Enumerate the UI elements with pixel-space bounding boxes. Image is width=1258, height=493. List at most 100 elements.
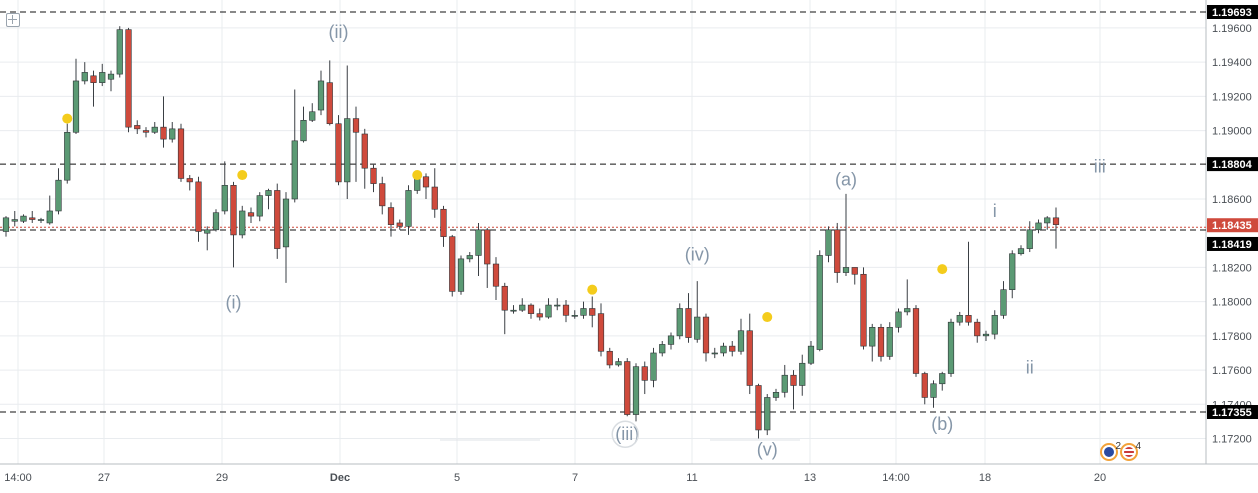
candle-up[interactable]: [55, 179, 62, 212]
crosshair-toggle-icon[interactable]: [6, 13, 20, 27]
candle-up[interactable]: [667, 335, 675, 345]
candle-up[interactable]: [1026, 229, 1033, 249]
candle-up[interactable]: [781, 374, 788, 393]
candle-down[interactable]: [1052, 217, 1060, 225]
candle-up[interactable]: [99, 72, 106, 83]
candle-down[interactable]: [247, 212, 255, 217]
candle-up[interactable]: [256, 195, 263, 217]
candle-up[interactable]: [991, 315, 998, 335]
candle-down[interactable]: [965, 315, 972, 323]
candle-up[interactable]: [1044, 217, 1051, 224]
candle-up[interactable]: [317, 80, 325, 111]
candle-down[interactable]: [449, 236, 456, 292]
candle-down[interactable]: [160, 126, 167, 140]
candle-up[interactable]: [282, 198, 290, 248]
candle-down[interactable]: [177, 128, 185, 179]
candle-down[interactable]: [370, 167, 377, 184]
candle-up[interactable]: [1000, 289, 1007, 316]
candle-down[interactable]: [597, 313, 605, 352]
candle-down[interactable]: [186, 178, 193, 183]
candle-up[interactable]: [816, 255, 823, 350]
candle-up[interactable]: [510, 309, 517, 312]
candle-up[interactable]: [694, 316, 701, 340]
price-level-tag[interactable]: [1207, 236, 1258, 251]
candle-up[interactable]: [72, 80, 80, 133]
candle-up[interactable]: [869, 327, 876, 347]
candle-down[interactable]: [912, 308, 920, 374]
candle-down[interactable]: [134, 125, 141, 130]
candle-up[interactable]: [212, 212, 220, 231]
candle-down[interactable]: [685, 308, 692, 338]
candle-up[interactable]: [842, 267, 850, 273]
candle-down[interactable]: [860, 273, 867, 347]
candle-down[interactable]: [230, 185, 237, 236]
candle-up[interactable]: [466, 255, 473, 260]
candle-down[interactable]: [834, 229, 841, 273]
candle-down[interactable]: [387, 207, 395, 225]
candle-down[interactable]: [142, 130, 150, 133]
candle-up[interactable]: [239, 210, 246, 236]
candle-up[interactable]: [204, 229, 211, 234]
candle-up[interactable]: [825, 229, 832, 256]
candle-down[interactable]: [755, 385, 762, 431]
candle-down[interactable]: [746, 330, 753, 386]
candle-down[interactable]: [536, 313, 543, 318]
candle-down[interactable]: [877, 327, 885, 357]
price-level-tag[interactable]: [1207, 405, 1258, 419]
candle-up[interactable]: [475, 229, 482, 256]
candle-down[interactable]: [790, 374, 797, 386]
candle-up[interactable]: [545, 304, 552, 318]
candle-up[interactable]: [37, 219, 45, 221]
candle-up[interactable]: [169, 128, 176, 140]
candle-up[interactable]: [930, 383, 937, 398]
candle-down[interactable]: [335, 123, 342, 183]
eu-flag-icon[interactable]: 2: [1100, 441, 1121, 461]
candle-down[interactable]: [352, 118, 360, 133]
candle-up[interactable]: [11, 219, 18, 222]
candle-down[interactable]: [431, 186, 438, 210]
candle-down[interactable]: [440, 208, 447, 237]
candle-up[interactable]: [659, 344, 666, 354]
candle-up[interactable]: [457, 258, 465, 292]
candle-up[interactable]: [772, 392, 780, 398]
candle-up[interactable]: [650, 352, 657, 381]
candle-down[interactable]: [379, 183, 386, 207]
candle-up[interactable]: [939, 373, 946, 385]
candle-up[interactable]: [1017, 248, 1025, 255]
candle-up[interactable]: [344, 118, 351, 183]
candle-down[interactable]: [195, 181, 202, 232]
candle-up[interactable]: [1009, 253, 1016, 290]
candle-up[interactable]: [982, 333, 990, 337]
candle-up[interactable]: [64, 131, 71, 181]
candle-down[interactable]: [326, 82, 333, 125]
price-level-tag[interactable]: [1207, 157, 1258, 172]
candle-up[interactable]: [807, 345, 815, 364]
candle-up[interactable]: [1035, 222, 1042, 231]
candle-down[interactable]: [729, 345, 736, 352]
candle-up[interactable]: [291, 140, 298, 200]
price-level-tag[interactable]: [1207, 5, 1258, 19]
candle-up[interactable]: [221, 185, 228, 212]
candle-down[interactable]: [562, 304, 570, 316]
candle-up[interactable]: [895, 311, 902, 328]
candle-down[interactable]: [624, 361, 631, 415]
candle-down[interactable]: [527, 304, 535, 314]
candle-down[interactable]: [492, 263, 500, 287]
candle-up[interactable]: [2, 217, 10, 232]
candle-up[interactable]: [265, 190, 272, 196]
candle-up[interactable]: [107, 73, 115, 80]
candle-down[interactable]: [274, 190, 281, 249]
candle-up[interactable]: [956, 315, 963, 323]
candle-up[interactable]: [151, 126, 158, 133]
candle-up[interactable]: [615, 361, 622, 366]
candle-down[interactable]: [422, 176, 430, 188]
candle-up[interactable]: [886, 327, 893, 357]
candle-up[interactable]: [764, 397, 771, 431]
candle-down[interactable]: [396, 222, 403, 227]
candle-up[interactable]: [300, 119, 307, 142]
candle-up[interactable]: [632, 366, 640, 415]
candle-up[interactable]: [676, 308, 683, 337]
candle-down[interactable]: [702, 316, 710, 354]
candle-up[interactable]: [799, 362, 806, 386]
